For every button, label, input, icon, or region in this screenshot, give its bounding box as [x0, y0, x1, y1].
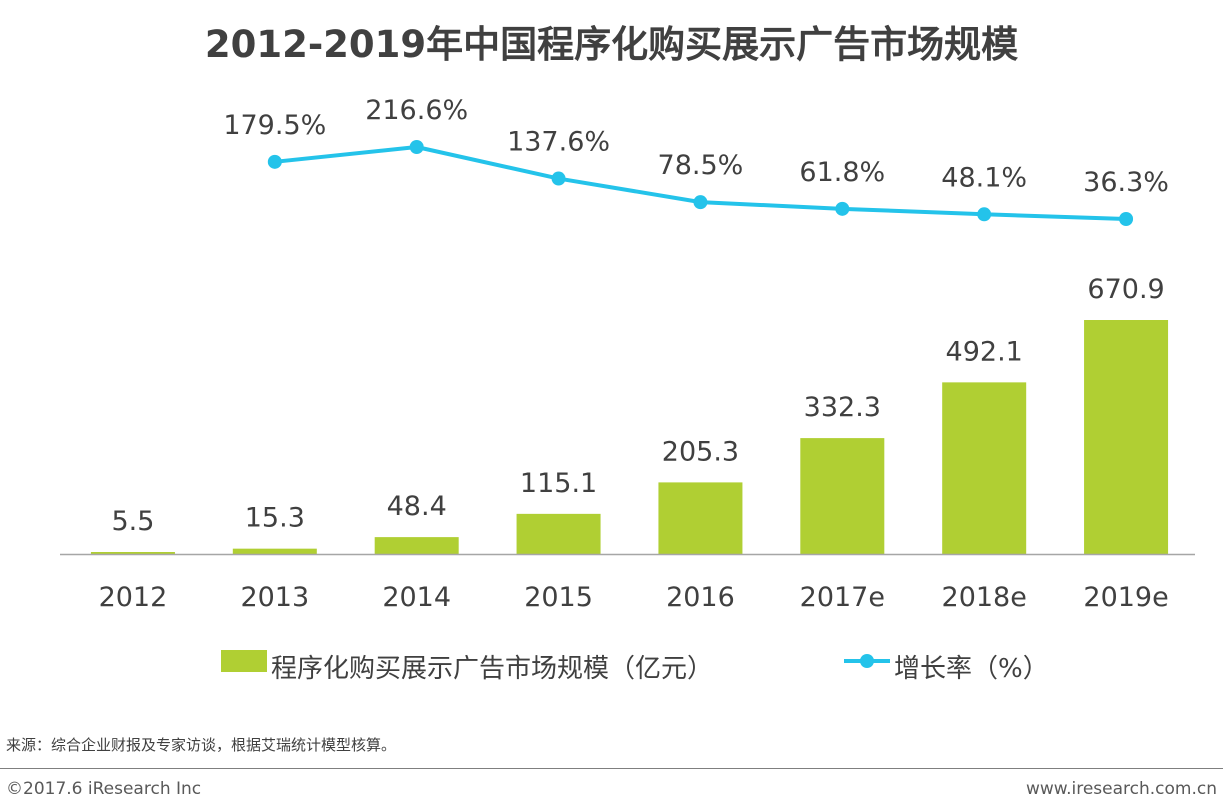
- x-tick-label-2012: 2012: [99, 582, 168, 613]
- bar-2012: [90, 552, 175, 554]
- growth-point-2015: [551, 171, 566, 186]
- growth-point-2018e: [977, 207, 992, 222]
- growth-label-2013: 179.5%: [223, 110, 326, 141]
- legend-bar-swatch: [221, 650, 267, 672]
- growth-label-2014: 216.6%: [365, 95, 468, 126]
- growth-point-2013: [267, 154, 282, 169]
- x-tick-label-2019e: 2019e: [1083, 582, 1168, 613]
- bar-2019e: [1084, 320, 1169, 554]
- legend-line-marker: [860, 654, 874, 668]
- bar-label-2018e: 492.1: [946, 336, 1023, 367]
- bar-label-2016: 205.3: [662, 436, 739, 467]
- bar-2017e: [800, 438, 885, 554]
- footer-divider: [0, 768, 1223, 769]
- growth-label-2016: 78.5%: [658, 150, 744, 181]
- x-tick-label-2015: 2015: [524, 582, 593, 613]
- legend-line-label: 增长率（%）: [894, 654, 1049, 684]
- x-tick-label-2013: 2013: [240, 582, 309, 613]
- growth-label-2017e: 61.8%: [799, 157, 885, 188]
- source-note: 来源：综合企业财报及专家访谈，根据艾瑞统计模型核算。: [6, 736, 397, 754]
- bar-label-2017e: 332.3: [804, 392, 881, 423]
- growth-point-2019e: [1119, 212, 1134, 226]
- bar-2016: [658, 482, 743, 554]
- bar-2018e: [942, 382, 1027, 554]
- bar-label-2019e: 670.9: [1087, 274, 1164, 305]
- growth-label-2018e: 48.1%: [941, 162, 1027, 193]
- bar-label-2012: 5.5: [111, 506, 154, 537]
- chart-title: 2012-2019年中国程序化购买展示广告市场规模: [204, 23, 1019, 66]
- x-tick-label-2017e: 2017e: [800, 582, 885, 613]
- legend-bar-label: 程序化购买展示广告市场规模（亿元）: [271, 654, 713, 684]
- bar-label-2014: 48.4: [387, 491, 447, 522]
- bar-2015: [516, 513, 601, 554]
- growth-label-2015: 137.6%: [507, 127, 610, 158]
- x-tick-label-2016: 2016: [666, 582, 735, 613]
- growth-point-2014: [409, 140, 424, 154]
- x-tick-label-2014: 2014: [382, 582, 451, 613]
- footer-copyright: ©2017.6 iResearch Inc: [6, 779, 202, 799]
- footer-website[interactable]: www.iresearch.com.cn: [1025, 779, 1217, 799]
- bar-2014: [374, 537, 459, 554]
- x-tick-label-2018e: 2018e: [942, 582, 1027, 613]
- bar-2013: [232, 548, 317, 554]
- growth-point-2016: [693, 195, 708, 210]
- growth-point-2017e: [835, 201, 850, 216]
- bar-label-2013: 15.3: [245, 503, 305, 534]
- growth-label-2019e: 36.3%: [1083, 167, 1169, 198]
- bar-label-2015: 115.1: [520, 468, 597, 499]
